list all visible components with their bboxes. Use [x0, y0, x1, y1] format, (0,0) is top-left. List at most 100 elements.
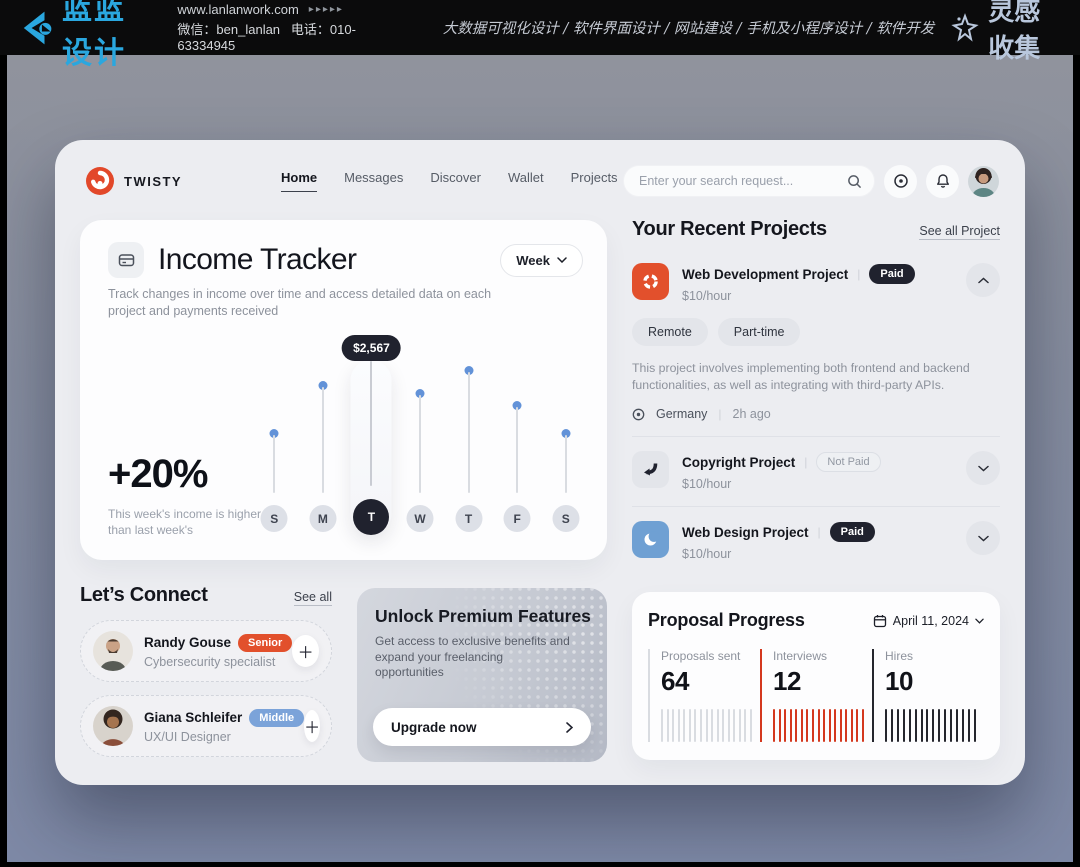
settings-button[interactable]	[884, 164, 917, 198]
chart-column-3[interactable]: W	[396, 332, 445, 532]
chart-column-5[interactable]: F	[493, 332, 542, 532]
nav-item-home[interactable]: Home	[281, 170, 318, 192]
upgrade-button[interactable]: Upgrade now	[373, 708, 591, 746]
nav-item-wallet[interactable]: Wallet	[507, 170, 544, 185]
person-row[interactable]: Randy Gouse Senior Cybersecurity special…	[80, 620, 332, 682]
chart-column-0[interactable]: S	[250, 332, 299, 532]
notifications-button[interactable]	[926, 164, 959, 198]
person-level-badge: Senior	[238, 633, 293, 652]
banner-website: www.lanlanwork.com	[177, 2, 299, 17]
chart-column-2[interactable]: $2,567 T	[342, 332, 401, 535]
nav-item-projects[interactable]: Projects	[570, 170, 618, 185]
connect-see-all-link[interactable]: See all	[293, 590, 332, 606]
tag-parttime[interactable]: Part-time	[717, 318, 801, 346]
proposal-stats: Proposals sent 64 Interviews 12 Hires 10	[648, 649, 984, 742]
project-item: Web Development Project | Paid $10/hour …	[632, 263, 1000, 437]
date-picker[interactable]: April 11, 2024	[873, 614, 984, 628]
chart-column-6[interactable]: S	[541, 332, 590, 532]
chart-dot	[464, 366, 474, 375]
banner-contact: www.lanlanwork.com ▸▸▸▸▸ 微信：ben_lanlan 电…	[177, 2, 366, 53]
stat-value: 64	[661, 666, 689, 696]
person-avatar	[93, 631, 133, 671]
chart-stick	[273, 435, 276, 493]
main-nav: Home Messages Discover Wallet Projects	[281, 170, 618, 192]
user-avatar[interactable]	[968, 165, 999, 197]
chart-column-1[interactable]: M	[299, 332, 348, 532]
chevron-down-icon	[975, 618, 984, 624]
chart-dot	[512, 401, 522, 410]
income-change-value: +20%	[108, 452, 208, 496]
banner-services: 大数据可视化设计 / 软件界面设计 / 网站建设 / 手机及小程序设计 / 软件…	[442, 21, 935, 37]
banner-arrows: ▸▸▸▸▸	[308, 4, 344, 15]
banner-collect: 灵感收集	[950, 0, 1064, 65]
twisty-logo-icon	[85, 166, 115, 196]
expand-project-button[interactable]	[966, 521, 1000, 555]
location-pin-icon	[632, 408, 645, 421]
chart-column-4[interactable]: T	[444, 332, 493, 532]
separator: |	[718, 407, 722, 421]
promo-banner: 蓝蓝设计 www.lanlanwork.com ▸▸▸▸▸ 微信：ben_lan…	[0, 0, 1080, 70]
project-item: Copyright Project | Not Paid $10/hour	[632, 451, 1000, 507]
nav-item-discover[interactable]: Discover	[430, 170, 481, 185]
date-value: April 11, 2024	[892, 613, 969, 628]
stat-label: Proposals sent	[661, 649, 741, 663]
premium-subtitle: Get access to exclusive benefits and exp…	[375, 634, 570, 679]
person-name: Giana Schleifer	[144, 710, 243, 725]
collapse-project-button[interactable]	[966, 263, 1000, 297]
nav-item-messages[interactable]: Messages	[344, 170, 404, 185]
person-row[interactable]: Giana Schleifer Middle UX/UI Designer ＋	[80, 695, 332, 757]
bell-icon	[935, 173, 951, 189]
sparkle-star-icon	[950, 12, 980, 43]
search-bar[interactable]	[623, 165, 875, 197]
chart-stick	[564, 435, 567, 493]
stat-interviews: Interviews 12	[760, 649, 872, 742]
header-right	[623, 164, 999, 198]
project-rate: $10/hour	[682, 289, 732, 303]
banner-collect-text: 灵感收集	[988, 0, 1041, 64]
add-person-button[interactable]: ＋	[304, 710, 321, 742]
chart-day-label: F	[503, 505, 531, 532]
recent-projects-section: Your Recent Projects See all Project Web…	[632, 218, 1000, 561]
person-name: Randy Gouse	[144, 635, 232, 650]
period-value: Week	[516, 252, 550, 268]
stat-hires: Hires 10	[872, 649, 984, 742]
chart-stick	[370, 361, 373, 486]
upgrade-label: Upgrade now	[391, 719, 477, 735]
chart-dot	[269, 429, 279, 438]
banner-logo-text: 蓝蓝设计	[62, 0, 126, 70]
chevron-right-icon	[566, 721, 573, 733]
separator: |	[857, 267, 861, 281]
chart-day-label: M	[309, 505, 337, 532]
project-name: Web Design Project	[682, 524, 809, 540]
stat-proposals-sent: Proposals sent 64	[648, 649, 760, 742]
tick-marks	[661, 709, 760, 742]
stat-value: 12	[773, 666, 801, 696]
stat-value: 10	[885, 666, 913, 696]
chart-dot	[561, 429, 571, 438]
status-badge: Paid	[829, 522, 875, 542]
chart-day-label: S	[260, 505, 288, 532]
search-input[interactable]	[639, 174, 847, 188]
search-icon[interactable]	[847, 174, 862, 189]
dashboard-window: TWISTY Home Messages Discover Wallet Project…	[55, 140, 1025, 785]
add-person-button[interactable]: ＋	[292, 635, 319, 667]
separator: |	[804, 455, 808, 469]
expand-project-button[interactable]	[966, 451, 1000, 485]
proposal-title: Proposal Progress	[648, 610, 805, 630]
person-level-badge: Middle	[249, 708, 305, 727]
target-icon	[893, 173, 909, 189]
brand-name: TWISTY	[124, 173, 183, 189]
project-icon-webdesign	[632, 521, 669, 558]
brand[interactable]: TWISTY	[85, 166, 235, 196]
period-selector[interactable]: Week	[500, 243, 583, 277]
app-header: TWISTY Home Messages Discover Wallet Project…	[85, 162, 999, 200]
calendar-icon	[873, 614, 887, 628]
person-role: UX/UI Designer	[144, 729, 231, 744]
projects-see-all-link[interactable]: See all Project	[919, 224, 1000, 240]
tag-remote[interactable]: Remote	[632, 318, 708, 346]
project-time: 2h ago	[732, 407, 771, 421]
income-tracker-title: Income Tracker	[158, 243, 357, 276]
project-rate: $10/hour	[682, 477, 732, 491]
project-tags: Remote Part-time	[632, 318, 1000, 346]
chart-dot	[318, 381, 328, 390]
